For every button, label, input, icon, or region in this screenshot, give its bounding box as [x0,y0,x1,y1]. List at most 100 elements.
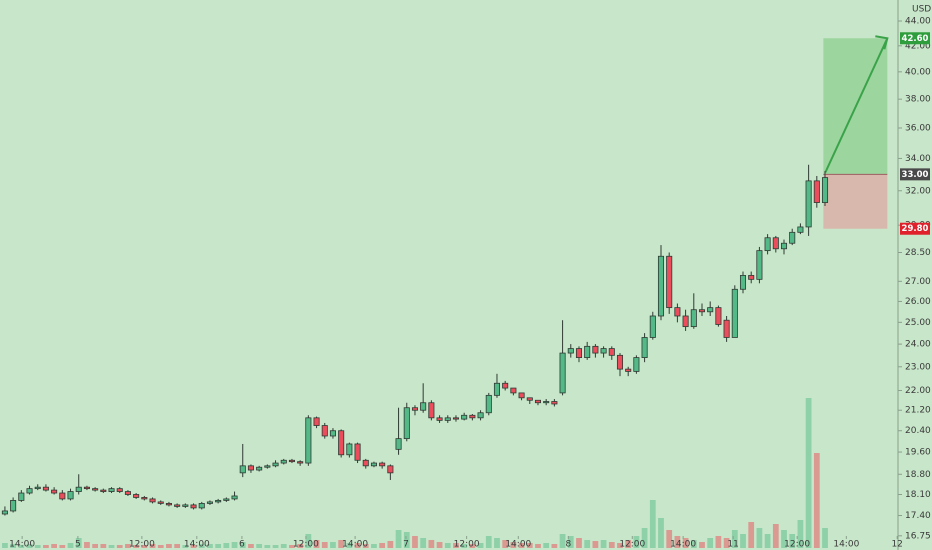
candle-body [789,231,796,244]
currency-label: USD [912,5,931,15]
volume-bar [641,528,648,548]
volume-bar [166,544,172,548]
candle-body [649,315,656,338]
candle-body [288,459,295,463]
volume-bar [362,544,369,548]
volume-bar [608,542,615,548]
y-tick-label: 21.20 [905,406,931,416]
candle-body [313,417,320,426]
volume-bar [813,453,820,548]
candle-body [698,309,706,313]
candle-body [575,348,583,359]
volume-bar [174,544,181,548]
candle-body [149,498,156,503]
volume-bar [502,540,509,548]
volume-bar [559,534,566,548]
y-tick-label: 42.00 [905,41,931,51]
candle-body [748,275,755,280]
price-badge-label: 33.00 [902,170,929,180]
volume-bar [420,538,427,548]
volume-bar [633,536,640,548]
candle-body [256,466,263,471]
volume-bar [116,545,123,548]
candle-body [608,348,615,356]
candle-body [379,462,386,467]
y-tick-label: 16.75 [905,531,931,541]
candle-body [92,488,99,491]
volume-bar [92,544,99,548]
candle-body [346,443,353,456]
volume-bar [584,540,591,548]
candle-body [124,491,131,495]
candle-body [821,177,829,203]
volume-bar [215,544,222,548]
candle-body [805,180,812,228]
volume-bar [18,545,25,548]
candle-body [616,354,624,370]
candle-body [157,501,164,504]
candle-body [239,465,246,474]
y-tick-label: 18.10 [905,490,931,500]
candle-body [26,488,33,494]
price-badge [900,222,930,235]
candle-body [321,425,328,437]
volume-bar [395,530,402,548]
volume-bar [461,544,468,548]
volume-bar [494,538,500,548]
candle-body [100,489,107,492]
volume-bar [781,530,787,548]
candle-body [666,255,673,309]
price-badge [900,32,930,45]
volume-bar [223,543,230,548]
volume-bar [436,542,443,548]
volume-bar [666,530,673,548]
candle-body [403,407,410,440]
candle-body [133,494,140,498]
candle-body [526,397,533,401]
volume-bar [43,545,49,548]
volume-bar [321,542,328,548]
y-tick-label: 34.00 [905,154,931,164]
volume-bar [379,543,386,548]
candle-body [493,382,500,396]
volume-bar [256,544,263,548]
volume-bar [822,528,828,548]
candle-body [67,491,74,500]
candle-body [362,459,369,467]
volume-bar [141,545,148,548]
candle-body [231,495,238,500]
volume-bar [182,545,189,548]
candle-body [485,394,492,414]
candle-body [51,489,58,494]
x-tick-label: 14:00 [9,540,35,550]
y-tick-label: 18.80 [905,470,931,480]
volume-bar [592,541,599,548]
candle-body [215,500,222,503]
candle-body [247,465,254,471]
volume-bar [600,540,607,548]
candle-body [510,387,517,394]
candle-body [674,307,681,317]
volume-bar [551,544,558,548]
x-tick-label: 14:00 [184,540,210,550]
candle-body [731,288,738,338]
volume-bar [772,524,779,548]
volume-bar [67,543,74,548]
candle-body [502,382,509,389]
volume-bar [789,534,796,548]
candle-body [182,504,189,507]
y-tick-label: 32.00 [905,186,931,196]
candle-body [682,315,689,328]
y-tick-label: 20.40 [905,426,931,436]
candle-body [764,237,771,252]
volume-bar [518,543,525,548]
candle-body [206,501,213,504]
volume-bar [567,536,574,548]
y-tick-label: 27.00 [905,277,931,287]
candle-body [559,352,566,394]
volume-bar [198,544,205,548]
y-tick-label: 23.00 [905,362,931,372]
volume-bar [305,534,312,548]
candle-body [600,348,607,354]
